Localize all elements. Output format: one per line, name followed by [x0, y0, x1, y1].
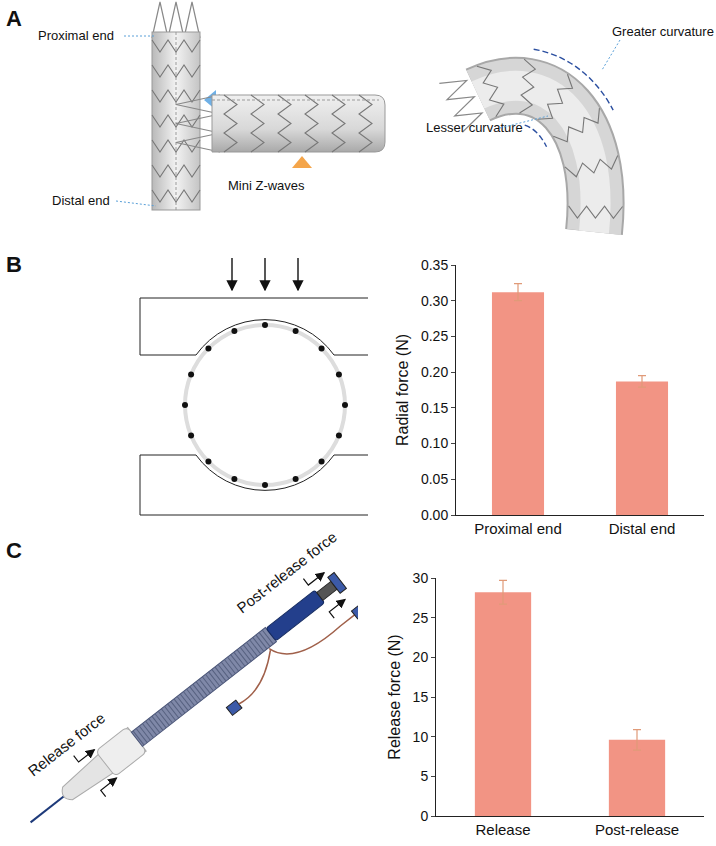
svg-text:Release force: Release force: [25, 709, 108, 779]
svg-text:0.20: 0.20: [421, 364, 448, 380]
svg-text:25: 25: [413, 610, 429, 626]
svg-text:Radial force (N): Radial force (N): [394, 334, 411, 446]
svg-text:20: 20: [413, 649, 429, 665]
svg-text:Distal end: Distal end: [609, 520, 676, 537]
svg-text:C: C: [6, 538, 22, 563]
svg-text:Proximal end: Proximal end: [38, 28, 114, 43]
svg-text:Lesser curvature: Lesser curvature: [426, 120, 523, 135]
svg-text:0.00: 0.00: [421, 507, 448, 523]
svg-text:15: 15: [413, 689, 429, 705]
svg-text:Distal end: Distal end: [52, 193, 110, 208]
svg-text:0.25: 0.25: [421, 328, 448, 344]
svg-text:30: 30: [413, 570, 429, 586]
svg-text:0.35: 0.35: [421, 257, 448, 273]
svg-text:A: A: [6, 6, 22, 31]
svg-text:0.05: 0.05: [421, 471, 448, 487]
svg-text:0.30: 0.30: [421, 293, 448, 309]
svg-text:Post-release force: Post-release force: [233, 528, 339, 616]
svg-text:Mini Z-waves: Mini Z-waves: [228, 178, 305, 193]
svg-text:5: 5: [420, 768, 428, 784]
svg-text:0.10: 0.10: [421, 435, 448, 451]
svg-text:Release: Release: [475, 821, 530, 838]
svg-text:Post-release: Post-release: [595, 821, 679, 838]
svg-text:0.15: 0.15: [421, 400, 448, 416]
svg-text:B: B: [6, 252, 22, 277]
svg-text:Release force (N): Release force (N): [386, 634, 403, 759]
svg-text:Greater curvature: Greater curvature: [612, 24, 714, 39]
svg-text:10: 10: [413, 729, 429, 745]
svg-text:0: 0: [420, 808, 428, 824]
svg-text:Proximal end: Proximal end: [474, 520, 562, 537]
